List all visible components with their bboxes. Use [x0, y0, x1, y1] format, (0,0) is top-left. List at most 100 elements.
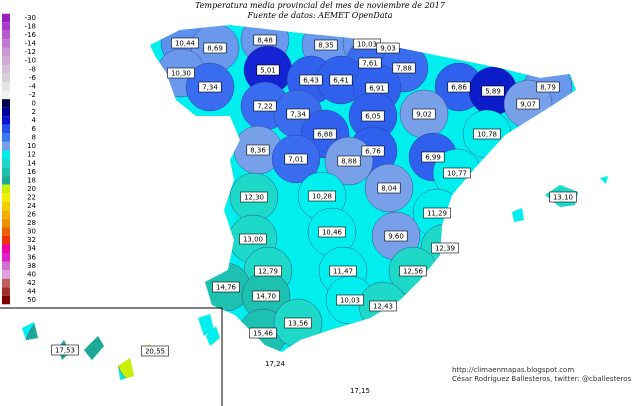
legend-label: 40 [27, 270, 36, 278]
credit: http://climaenmapas.blogspot.com [452, 366, 574, 374]
province-box [392, 62, 416, 74]
province-value: 13,10 [553, 194, 573, 202]
province-value: 10,78 [477, 131, 497, 139]
legend-swatch [2, 133, 10, 142]
legend-swatch [2, 167, 10, 177]
legend-swatch [2, 141, 10, 151]
province-box [412, 108, 436, 120]
province-box [361, 110, 385, 122]
province-box [254, 265, 282, 277]
province-value: 8,04 [381, 185, 397, 193]
legend-swatch [2, 47, 10, 57]
legend-label: -2 [29, 91, 36, 99]
province-value: 7,88 [396, 65, 412, 73]
legend-swatch [2, 73, 10, 83]
province-box [421, 151, 445, 163]
province-value: 10,03 [340, 297, 360, 305]
province-box [329, 265, 357, 277]
province-box [313, 128, 337, 140]
legend-label: 44 [27, 287, 36, 295]
province-box [284, 153, 308, 165]
province-box [358, 57, 382, 69]
province-box [198, 81, 222, 93]
province-value: 6,88 [317, 131, 333, 139]
legend-label: 30 [27, 228, 36, 236]
legend-swatch [2, 124, 10, 134]
province-value: 7,01 [288, 156, 304, 164]
title: Temperatura media provincial del mes de … [195, 1, 446, 10]
legend-label: 28 [27, 219, 36, 227]
province-value: 6,91 [369, 85, 385, 93]
province-box [253, 100, 277, 112]
province-box [516, 98, 540, 110]
province-value: 10,44 [175, 40, 196, 48]
legend-label: 36 [27, 253, 36, 261]
legend-label: 0 [32, 99, 36, 107]
province-box [253, 34, 277, 46]
province-box [431, 242, 459, 254]
legend-label: -6 [29, 74, 37, 82]
legend-swatch [2, 244, 10, 253]
legend-swatch [2, 235, 10, 245]
legend-swatch [2, 107, 10, 117]
legend-swatch [2, 22, 10, 31]
legend-label: 34 [27, 245, 36, 253]
province-value: 7,61 [362, 60, 378, 68]
province-value: 10,77 [447, 170, 467, 178]
province-value: 12,56 [403, 268, 424, 276]
province-value: 14,76 [216, 284, 237, 292]
legend-label: 10 [27, 142, 36, 150]
province-box [337, 155, 361, 167]
province-value: 10,28 [312, 193, 332, 201]
province-value: 12,39 [435, 245, 455, 253]
legend-swatch [2, 184, 10, 194]
legend-label: 12 [27, 151, 36, 159]
province-value: 13,00 [243, 236, 263, 244]
province-value: 8,36 [250, 147, 266, 155]
province-value: 12,79 [258, 268, 278, 276]
legend-label: 14 [27, 159, 36, 167]
province-value: 7,34 [290, 111, 306, 119]
legend-label: 8 [32, 134, 36, 142]
province-box [171, 37, 199, 49]
province-value: 8,88 [341, 158, 357, 166]
legend-label: 50 [27, 296, 36, 304]
province-value: 7,34 [202, 84, 218, 92]
province-value: 10,03 [357, 41, 377, 49]
province-box [318, 226, 346, 238]
legend-label: 38 [27, 262, 36, 270]
province-value: 7,22 [257, 103, 273, 111]
legend-swatch [2, 99, 10, 108]
legend-swatch [2, 201, 10, 211]
province-value: 11,29 [427, 210, 447, 218]
subtitle: Fuente de datos: AEMET OpenData [246, 11, 392, 20]
credit: César Rodríguez Ballesteros, twitter: @c… [452, 375, 632, 383]
province-box [239, 233, 267, 245]
legend-swatch [2, 176, 10, 185]
legend-label: -4 [29, 82, 37, 90]
legend-label: 6 [32, 125, 37, 133]
province-box [369, 300, 397, 312]
legend-swatch [2, 150, 10, 159]
legend-swatch [2, 13, 10, 23]
province-box [240, 191, 268, 203]
legend-swatch [2, 261, 10, 271]
province-value: 8,35 [318, 42, 334, 50]
legend-label: -10 [25, 57, 36, 65]
province-box [423, 207, 451, 219]
province-box [167, 67, 195, 79]
province-box [365, 82, 389, 94]
province-value: 5,01 [260, 67, 276, 75]
legend-label: 22 [27, 193, 36, 201]
province-box [308, 190, 336, 202]
province-box [141, 345, 169, 357]
legend-label: -12 [25, 48, 36, 56]
province-value: 9,07 [520, 101, 536, 109]
province-value: 9,03 [380, 45, 396, 53]
province-box [256, 64, 280, 76]
legend-swatch [2, 295, 10, 305]
province-value: 6,43 [303, 77, 319, 85]
province-box [286, 108, 310, 120]
province-box [314, 39, 338, 51]
